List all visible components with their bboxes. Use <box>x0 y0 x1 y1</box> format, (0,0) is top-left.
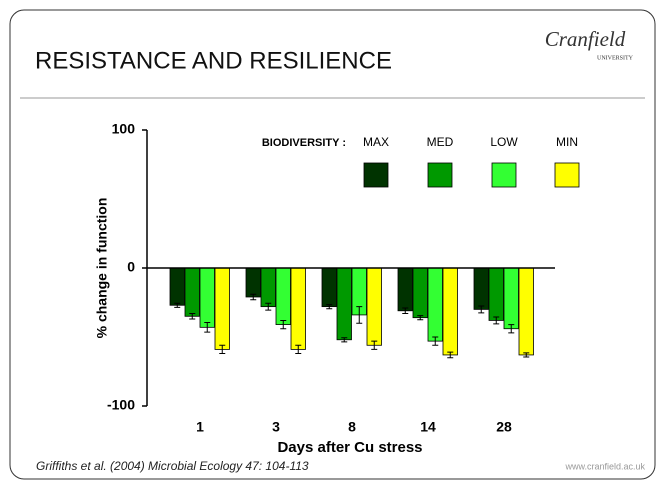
slide-border <box>9 9 656 480</box>
citation: Griffiths et al. (2004) Microbial Ecolog… <box>36 459 309 473</box>
error-bar <box>478 305 485 314</box>
slide-title: RESISTANCE AND RESILIENCE <box>35 47 392 74</box>
error-bar <box>189 313 196 320</box>
x-tick-label: 14 <box>420 419 436 435</box>
bar <box>488 267 504 321</box>
url: www.cranfield.ac.uk <box>564 461 645 471</box>
error-bar <box>417 315 424 321</box>
error-bar <box>523 352 530 358</box>
bar <box>397 267 413 312</box>
bar <box>518 267 534 356</box>
bar <box>169 267 185 306</box>
bar <box>184 267 200 317</box>
legend-label: MIN <box>556 135 578 149</box>
x-tick-label: 8 <box>348 419 356 435</box>
bar <box>366 267 382 346</box>
bar <box>427 267 443 342</box>
y-tick-label: -100 <box>107 397 135 413</box>
bar <box>214 267 230 350</box>
y-axis-label: % change in function <box>94 198 110 339</box>
bar <box>442 267 458 356</box>
legend-swatch <box>491 162 517 188</box>
bar <box>290 267 306 350</box>
legend-swatch <box>427 162 453 188</box>
bar <box>321 267 337 308</box>
error-bar <box>265 302 272 311</box>
legend-swatch <box>363 162 389 188</box>
logo-name: Cranfield <box>545 27 626 51</box>
y-tick-label: 100 <box>112 121 136 137</box>
bar <box>260 267 276 308</box>
error-bar <box>204 322 211 333</box>
legend-title: BIODIVERSITY : <box>262 137 346 149</box>
bar <box>473 267 489 310</box>
legend-label: LOW <box>490 135 518 149</box>
bar <box>245 267 261 298</box>
error-bar <box>295 344 302 355</box>
error-bar <box>219 344 226 355</box>
error-bar <box>432 336 439 346</box>
x-axis-label: Days after Cu stress <box>277 439 422 456</box>
bar <box>336 267 352 341</box>
error-bar <box>280 319 287 330</box>
x-tick-label: 1 <box>196 419 204 435</box>
legend-swatch <box>554 162 580 188</box>
error-bar <box>371 340 378 350</box>
bar <box>275 267 291 325</box>
error-bar <box>356 306 363 324</box>
error-bar <box>341 337 348 343</box>
bar <box>412 267 428 319</box>
logo-sub: UNIVERSITY <box>597 55 634 61</box>
error-bar <box>326 304 333 310</box>
bar <box>503 267 519 330</box>
error-bar <box>493 316 500 325</box>
legend-label: MAX <box>363 135 389 149</box>
bar <box>199 267 215 328</box>
error-bar <box>447 351 454 359</box>
error-bar <box>174 302 181 308</box>
error-bar <box>402 307 409 315</box>
y-tick-label: 0 <box>127 259 135 275</box>
error-bar <box>250 293 257 301</box>
x-tick-label: 28 <box>496 419 512 435</box>
legend-label: MED <box>427 135 454 149</box>
x-tick-label: 3 <box>272 419 280 435</box>
error-bar <box>508 324 515 334</box>
